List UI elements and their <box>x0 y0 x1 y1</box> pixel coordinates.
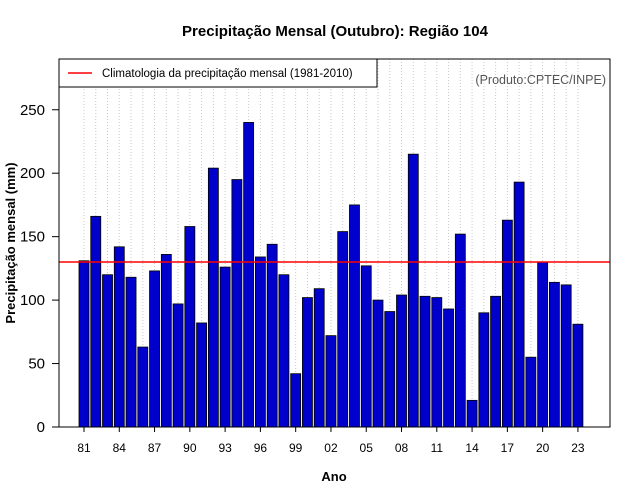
bars-group <box>78 122 584 428</box>
bar-1981 <box>78 260 90 428</box>
bar-2002 <box>325 335 337 428</box>
x-tick-label: 81 <box>77 441 91 455</box>
y-tick-label: 150 <box>20 229 45 246</box>
bar-1994 <box>231 179 243 428</box>
bar-1995 <box>243 122 255 428</box>
bar-1992 <box>207 167 219 428</box>
bar-1997 <box>266 243 278 428</box>
x-tick-label: 02 <box>324 441 338 455</box>
x-tick-label: 05 <box>360 441 374 455</box>
bar-2022 <box>560 284 572 428</box>
bar-2019 <box>525 356 537 428</box>
legend-label: Climatologia da precipitação mensal (198… <box>102 68 353 80</box>
bar-1996 <box>254 256 266 428</box>
credit-text: (Produto:CPTEC/INPE) <box>475 73 606 87</box>
x-tick-label: 87 <box>148 441 162 455</box>
y-tick-label: 50 <box>28 356 45 373</box>
x-axis: 81 84 87 90 93 96 99 02 05 08 11 14 17 20 23 <box>77 427 585 455</box>
bar-2021 <box>549 281 560 428</box>
bar-2015 <box>478 312 490 428</box>
bar-1988 <box>160 254 172 428</box>
bar-1983 <box>102 274 113 428</box>
bar-1990 <box>184 226 196 428</box>
bar-2013 <box>454 233 466 428</box>
x-tick-label: 23 <box>571 441 585 455</box>
bar-2012 <box>443 308 454 428</box>
x-tick-label: 84 <box>113 441 127 455</box>
bar-2018 <box>513 181 525 428</box>
bar-2004 <box>349 204 360 428</box>
bar-2011 <box>431 297 443 428</box>
bar-2009 <box>407 153 419 428</box>
bar-2005 <box>360 265 372 428</box>
bar-1999 <box>290 373 302 428</box>
bar-2010 <box>419 295 431 428</box>
y-axis-label: Precipitação mensal (mm) <box>3 162 18 323</box>
legend: Climatologia da precipitação mensal (198… <box>58 58 378 88</box>
legend-box <box>58 58 378 88</box>
x-axis-label: Ano <box>321 469 346 484</box>
y-tick-label: 0 <box>37 419 45 436</box>
bar-2023 <box>572 323 584 428</box>
bar-2008 <box>396 294 407 428</box>
x-tick-label: 14 <box>465 441 479 455</box>
x-tick-label: 08 <box>395 441 409 455</box>
x-tick-label: 90 <box>183 441 197 455</box>
x-tick-label: 96 <box>254 441 268 455</box>
bar-1991 <box>196 322 208 428</box>
bar-1993 <box>219 266 231 428</box>
bar-2003 <box>337 231 349 428</box>
bar-2001 <box>313 288 325 428</box>
bar-2020 <box>537 261 549 428</box>
bar-1986 <box>137 346 149 428</box>
bar-1985 <box>125 276 137 428</box>
bar-2000 <box>302 297 313 428</box>
y-tick-label: 100 <box>20 292 45 309</box>
x-tick-label: 11 <box>431 441 444 455</box>
y-axis: 0 50 100 150 200 250 <box>20 102 59 436</box>
bar-2016 <box>490 295 502 428</box>
x-tick-label: 99 <box>289 441 303 455</box>
bar-1984 <box>113 246 125 428</box>
bar-1998 <box>278 274 290 428</box>
bar-2006 <box>372 299 384 428</box>
y-tick-label: 250 <box>20 102 45 119</box>
bar-2007 <box>384 311 396 428</box>
bar-2017 <box>501 219 513 428</box>
bar-2014 <box>466 399 478 428</box>
x-tick-label: 93 <box>218 441 232 455</box>
bar-1987 <box>149 270 160 428</box>
bar-1982 <box>90 215 102 428</box>
chart-title: Precipitação Mensal (Outubro): Região 10… <box>182 23 489 40</box>
x-tick-label: 17 <box>501 441 515 455</box>
x-tick-label: 20 <box>536 441 550 455</box>
y-tick-label: 200 <box>20 165 45 182</box>
bar-1989 <box>172 303 184 428</box>
